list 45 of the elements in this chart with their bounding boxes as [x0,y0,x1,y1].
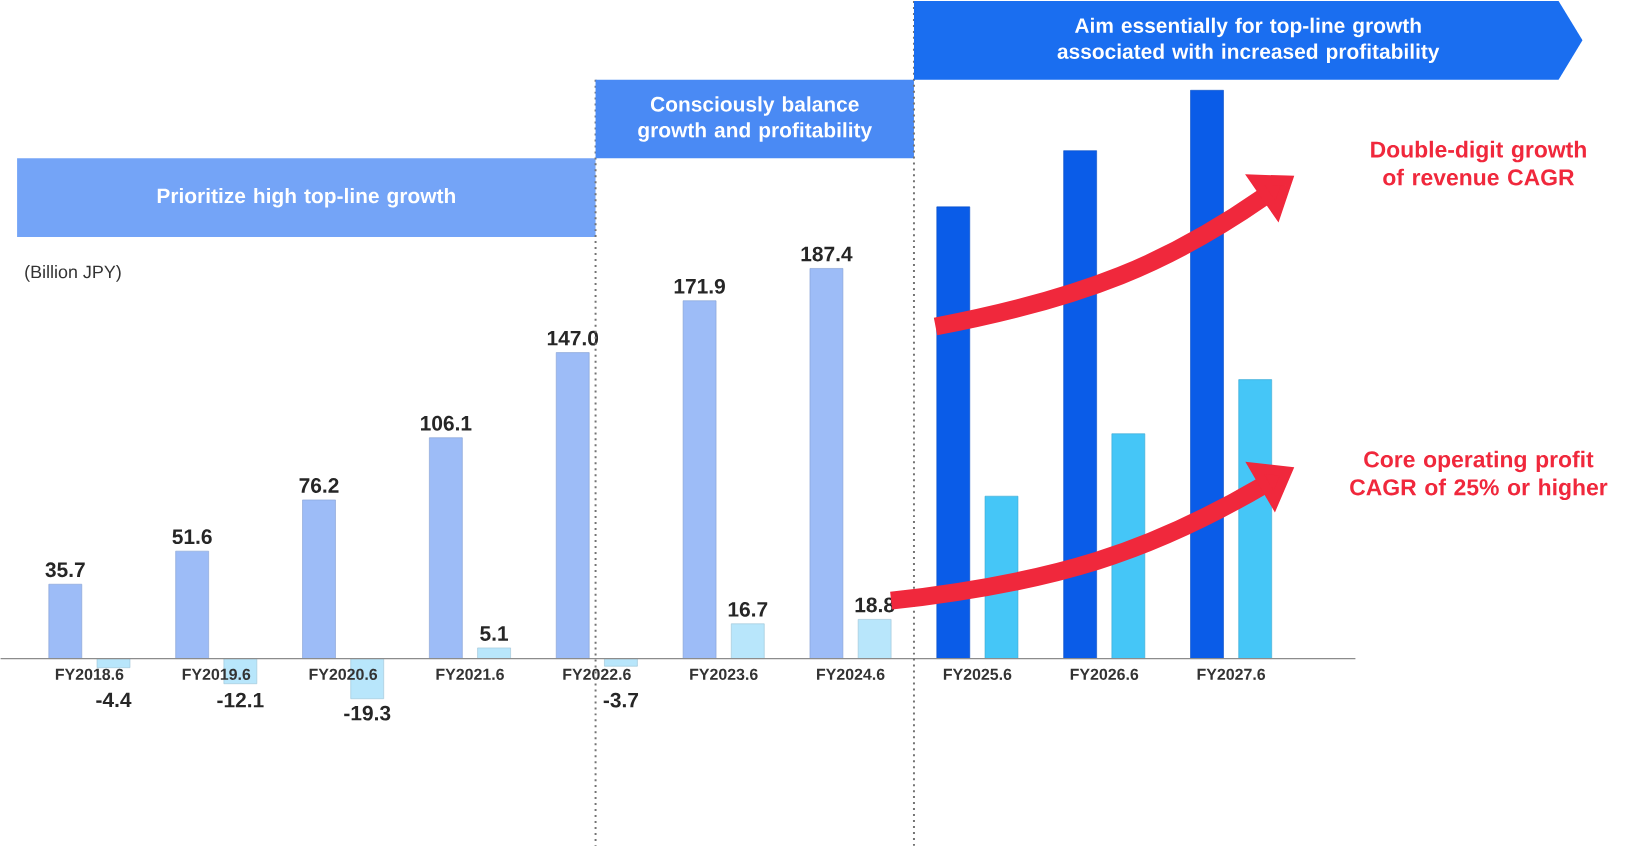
text: Aim essentially for top-line growth associated with increased profitability [1057,17,1440,64]
data-label: -4.4 [96,692,132,708]
text: Double-digit growth of revenue CAGR [1371,140,1586,186]
bar [96,658,131,669]
annotation: Prioritize high top-line growth [157,188,455,208]
data-label: 171.9 [674,278,725,294]
annotation: Consciously balance growth and profitability [638,96,873,142]
data-label: -19.3 [344,705,391,721]
data-label: 35.7 [45,562,85,578]
data-label: 76.2 [299,478,339,493]
data-label: 147.0 [547,330,599,346]
bar [175,550,209,659]
x-tick-label: FY2026.6 [1070,668,1139,681]
bar [604,658,638,667]
data-label: -3.7 [603,692,639,708]
x-tick-label: FY2018.6 [55,668,124,681]
x-tick-label: FY2021.6 [436,668,504,681]
bar [1063,150,1097,659]
bar [682,300,717,659]
bar [429,437,463,659]
x-tick-label: FY2020.6 [309,668,378,681]
x-tick-label: FY2022.6 [563,668,631,681]
annotation: Core operating profit CAGR of 25% or higher [1350,450,1608,501]
bar [48,584,83,659]
bar [1190,90,1224,659]
x-tick-label: FY2027.6 [1197,668,1266,681]
y-axis-title: (Billion JPY) [25,265,121,282]
x-tick-label: FY2025.6 [943,668,1012,681]
x-tick-label: FY2024.6 [817,668,885,681]
data-label: 16.7 [728,602,768,617]
bar [730,623,765,659]
bar [809,268,844,659]
bar [302,499,336,659]
data-label: 106.1 [421,415,472,431]
data-label: 5.1 [480,626,509,641]
data-label: 187.4 [801,246,853,262]
bar [936,206,971,659]
data-label: 51.6 [172,529,212,545]
x-tick-label: FY2019.6 [182,668,251,681]
bar [857,619,892,659]
bar [555,352,590,659]
data-label: -12.1 [217,692,264,708]
x-tick-label: FY2023.6 [690,668,758,681]
bar [477,647,511,659]
bar [1111,433,1146,659]
